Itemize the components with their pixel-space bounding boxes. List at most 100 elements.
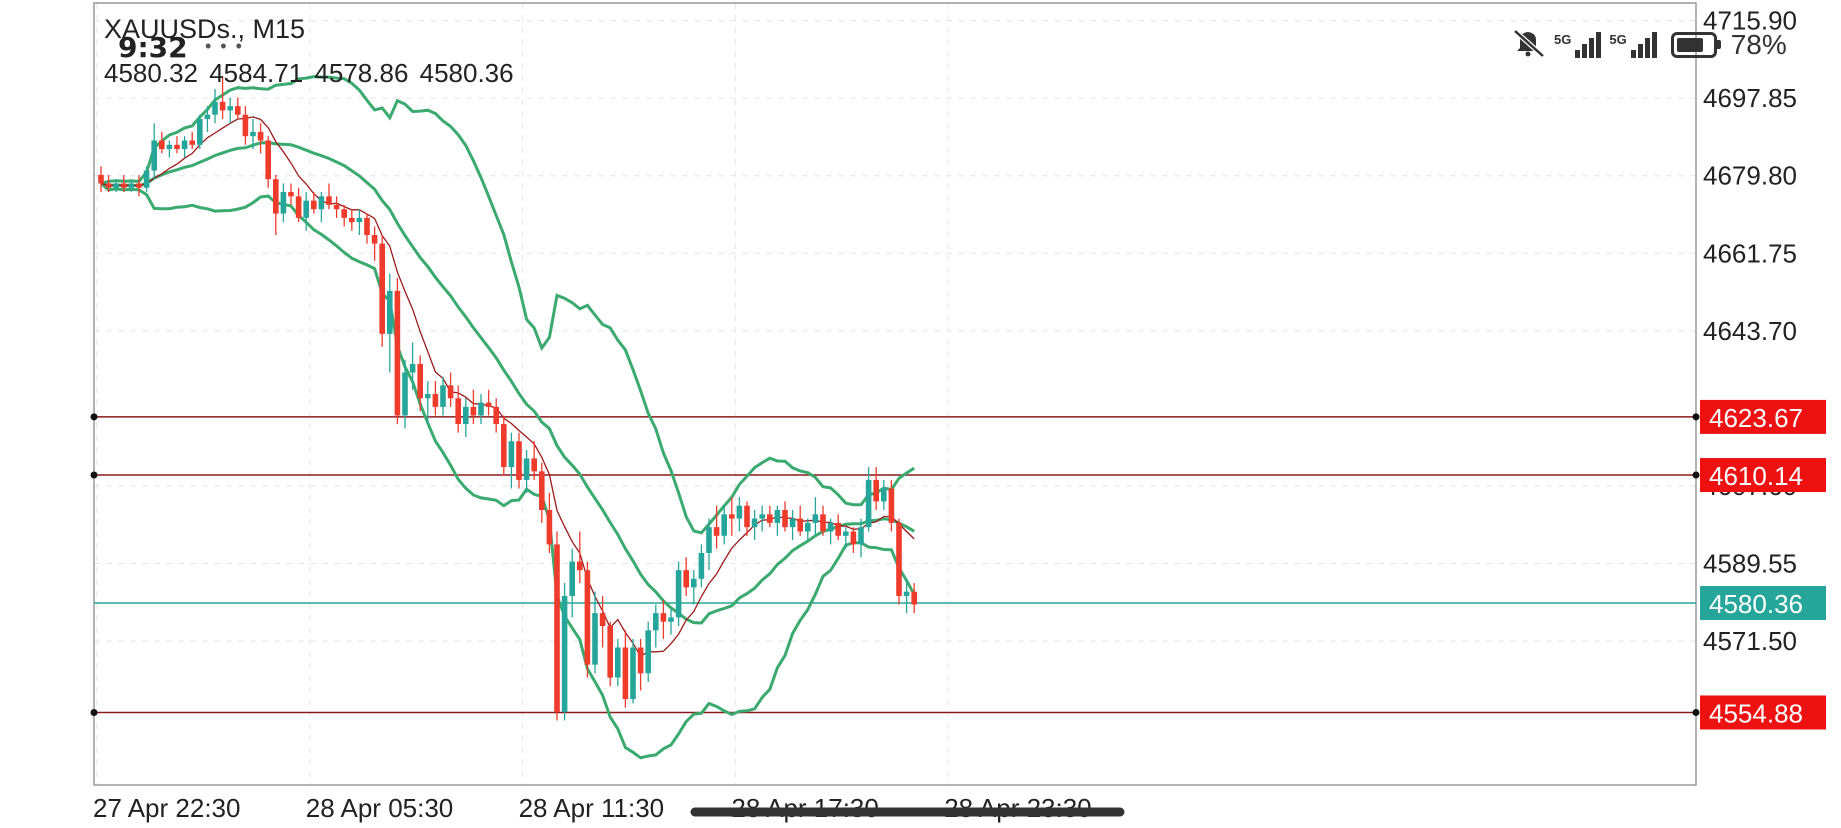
candle-body — [881, 488, 887, 502]
signal-icon-secondary: 5G — [1609, 32, 1657, 58]
candle-body — [531, 458, 537, 472]
candle-body — [713, 527, 720, 536]
candle-body — [227, 106, 233, 111]
candle-body — [455, 398, 461, 425]
current-price-tag: 4580.36 — [1709, 589, 1803, 619]
candle-body — [478, 402, 484, 416]
candle-body — [546, 510, 553, 545]
ohlc-values: 4580.32 4584.71 4578.86 4580.36 — [104, 58, 514, 88]
level-price-tag: 4554.88 — [1709, 698, 1803, 728]
candle-body — [584, 570, 591, 665]
price-tick-label: 4679.80 — [1703, 161, 1797, 191]
candle-body — [402, 372, 408, 416]
price-tick-label: 4715.90 — [1703, 6, 1797, 36]
candle-body — [706, 527, 712, 553]
candle-body — [151, 140, 157, 171]
candle-body — [394, 290, 401, 416]
candle-body — [835, 522, 841, 536]
candle-body — [242, 114, 249, 137]
candle-body — [653, 613, 659, 631]
level-price-tag-bg — [1700, 399, 1826, 434]
candle-body — [865, 479, 872, 528]
candle-body — [379, 243, 385, 334]
candle-body — [349, 217, 355, 223]
bollinger-upper — [100, 75, 916, 535]
candle-body — [630, 647, 636, 700]
candle-body — [675, 570, 682, 618]
candle-body — [698, 552, 705, 579]
candle-body — [539, 471, 545, 511]
candle-body — [645, 630, 651, 674]
price-tick-label: 4589.55 — [1703, 549, 1797, 579]
candle-body — [850, 531, 857, 545]
candle-body — [303, 200, 309, 218]
candle-body — [197, 119, 203, 145]
candle-body — [637, 647, 644, 674]
level-price-tag: 4610.14 — [1709, 461, 1803, 491]
candle-body — [903, 591, 910, 596]
candle-body — [159, 140, 165, 150]
candle-body — [774, 510, 781, 523]
candle-body — [888, 488, 895, 523]
candle-body — [485, 402, 492, 407]
candle-body — [812, 514, 819, 523]
candle-body — [577, 561, 583, 571]
candle-body — [827, 522, 834, 532]
level-anchor — [90, 708, 98, 716]
price-axis: 4715.904697.854679.804661.754643.704607.… — [1700, 6, 1826, 730]
bollinger-lower — [100, 182, 916, 760]
time-tick-label: 28 Apr 05:30 — [306, 793, 453, 823]
candle-body — [592, 613, 598, 665]
candle-body — [554, 544, 560, 712]
candle-body — [668, 617, 674, 622]
candle-body — [447, 385, 454, 399]
candle-body — [622, 647, 629, 700]
candle-body — [432, 394, 439, 407]
level-anchor — [90, 471, 98, 479]
candle-body — [128, 183, 135, 188]
candle-body — [189, 140, 195, 145]
candle-body — [257, 131, 264, 141]
candle-body — [273, 179, 279, 214]
candle-body — [364, 217, 370, 236]
candle-body — [136, 183, 142, 188]
candle-body — [744, 505, 750, 528]
candle-body — [599, 613, 606, 627]
candle-body — [729, 514, 735, 519]
candle-body — [873, 479, 879, 502]
candle-body — [607, 626, 613, 678]
price-tick-label: 4697.85 — [1703, 83, 1797, 113]
candle-body — [820, 514, 826, 532]
candle-body — [333, 204, 340, 210]
candle-body — [569, 561, 575, 596]
candle-body — [463, 406, 469, 425]
candle-body — [219, 101, 226, 111]
horizontal-levels — [90, 413, 1700, 716]
candle-body — [660, 613, 667, 622]
candle-body — [181, 140, 188, 150]
candle-body — [280, 192, 287, 214]
candle-body — [683, 570, 689, 588]
candle-body — [470, 406, 477, 416]
candle-body — [751, 518, 758, 528]
candle-body — [736, 505, 743, 519]
candle-body — [326, 196, 332, 205]
status-bar-right: 5G 5G 78% — [1512, 28, 1787, 62]
candle-body — [561, 595, 568, 712]
battery-percent: 78% — [1730, 29, 1787, 60]
candle-body — [508, 441, 515, 468]
candle-body — [523, 458, 530, 480]
candle-body — [858, 527, 864, 545]
level-anchor — [90, 413, 98, 421]
candle-body — [782, 510, 788, 528]
candle-body — [288, 192, 294, 197]
candle-body — [425, 394, 431, 399]
chart-grid — [94, 3, 1696, 785]
time-tick-label: 27 Apr 22:30 — [93, 793, 240, 823]
candle-body — [105, 183, 112, 188]
candle-body — [805, 522, 811, 532]
moving-average-line — [100, 116, 915, 657]
candle-body — [265, 140, 271, 180]
price-tick-label: 4643.70 — [1703, 316, 1797, 346]
